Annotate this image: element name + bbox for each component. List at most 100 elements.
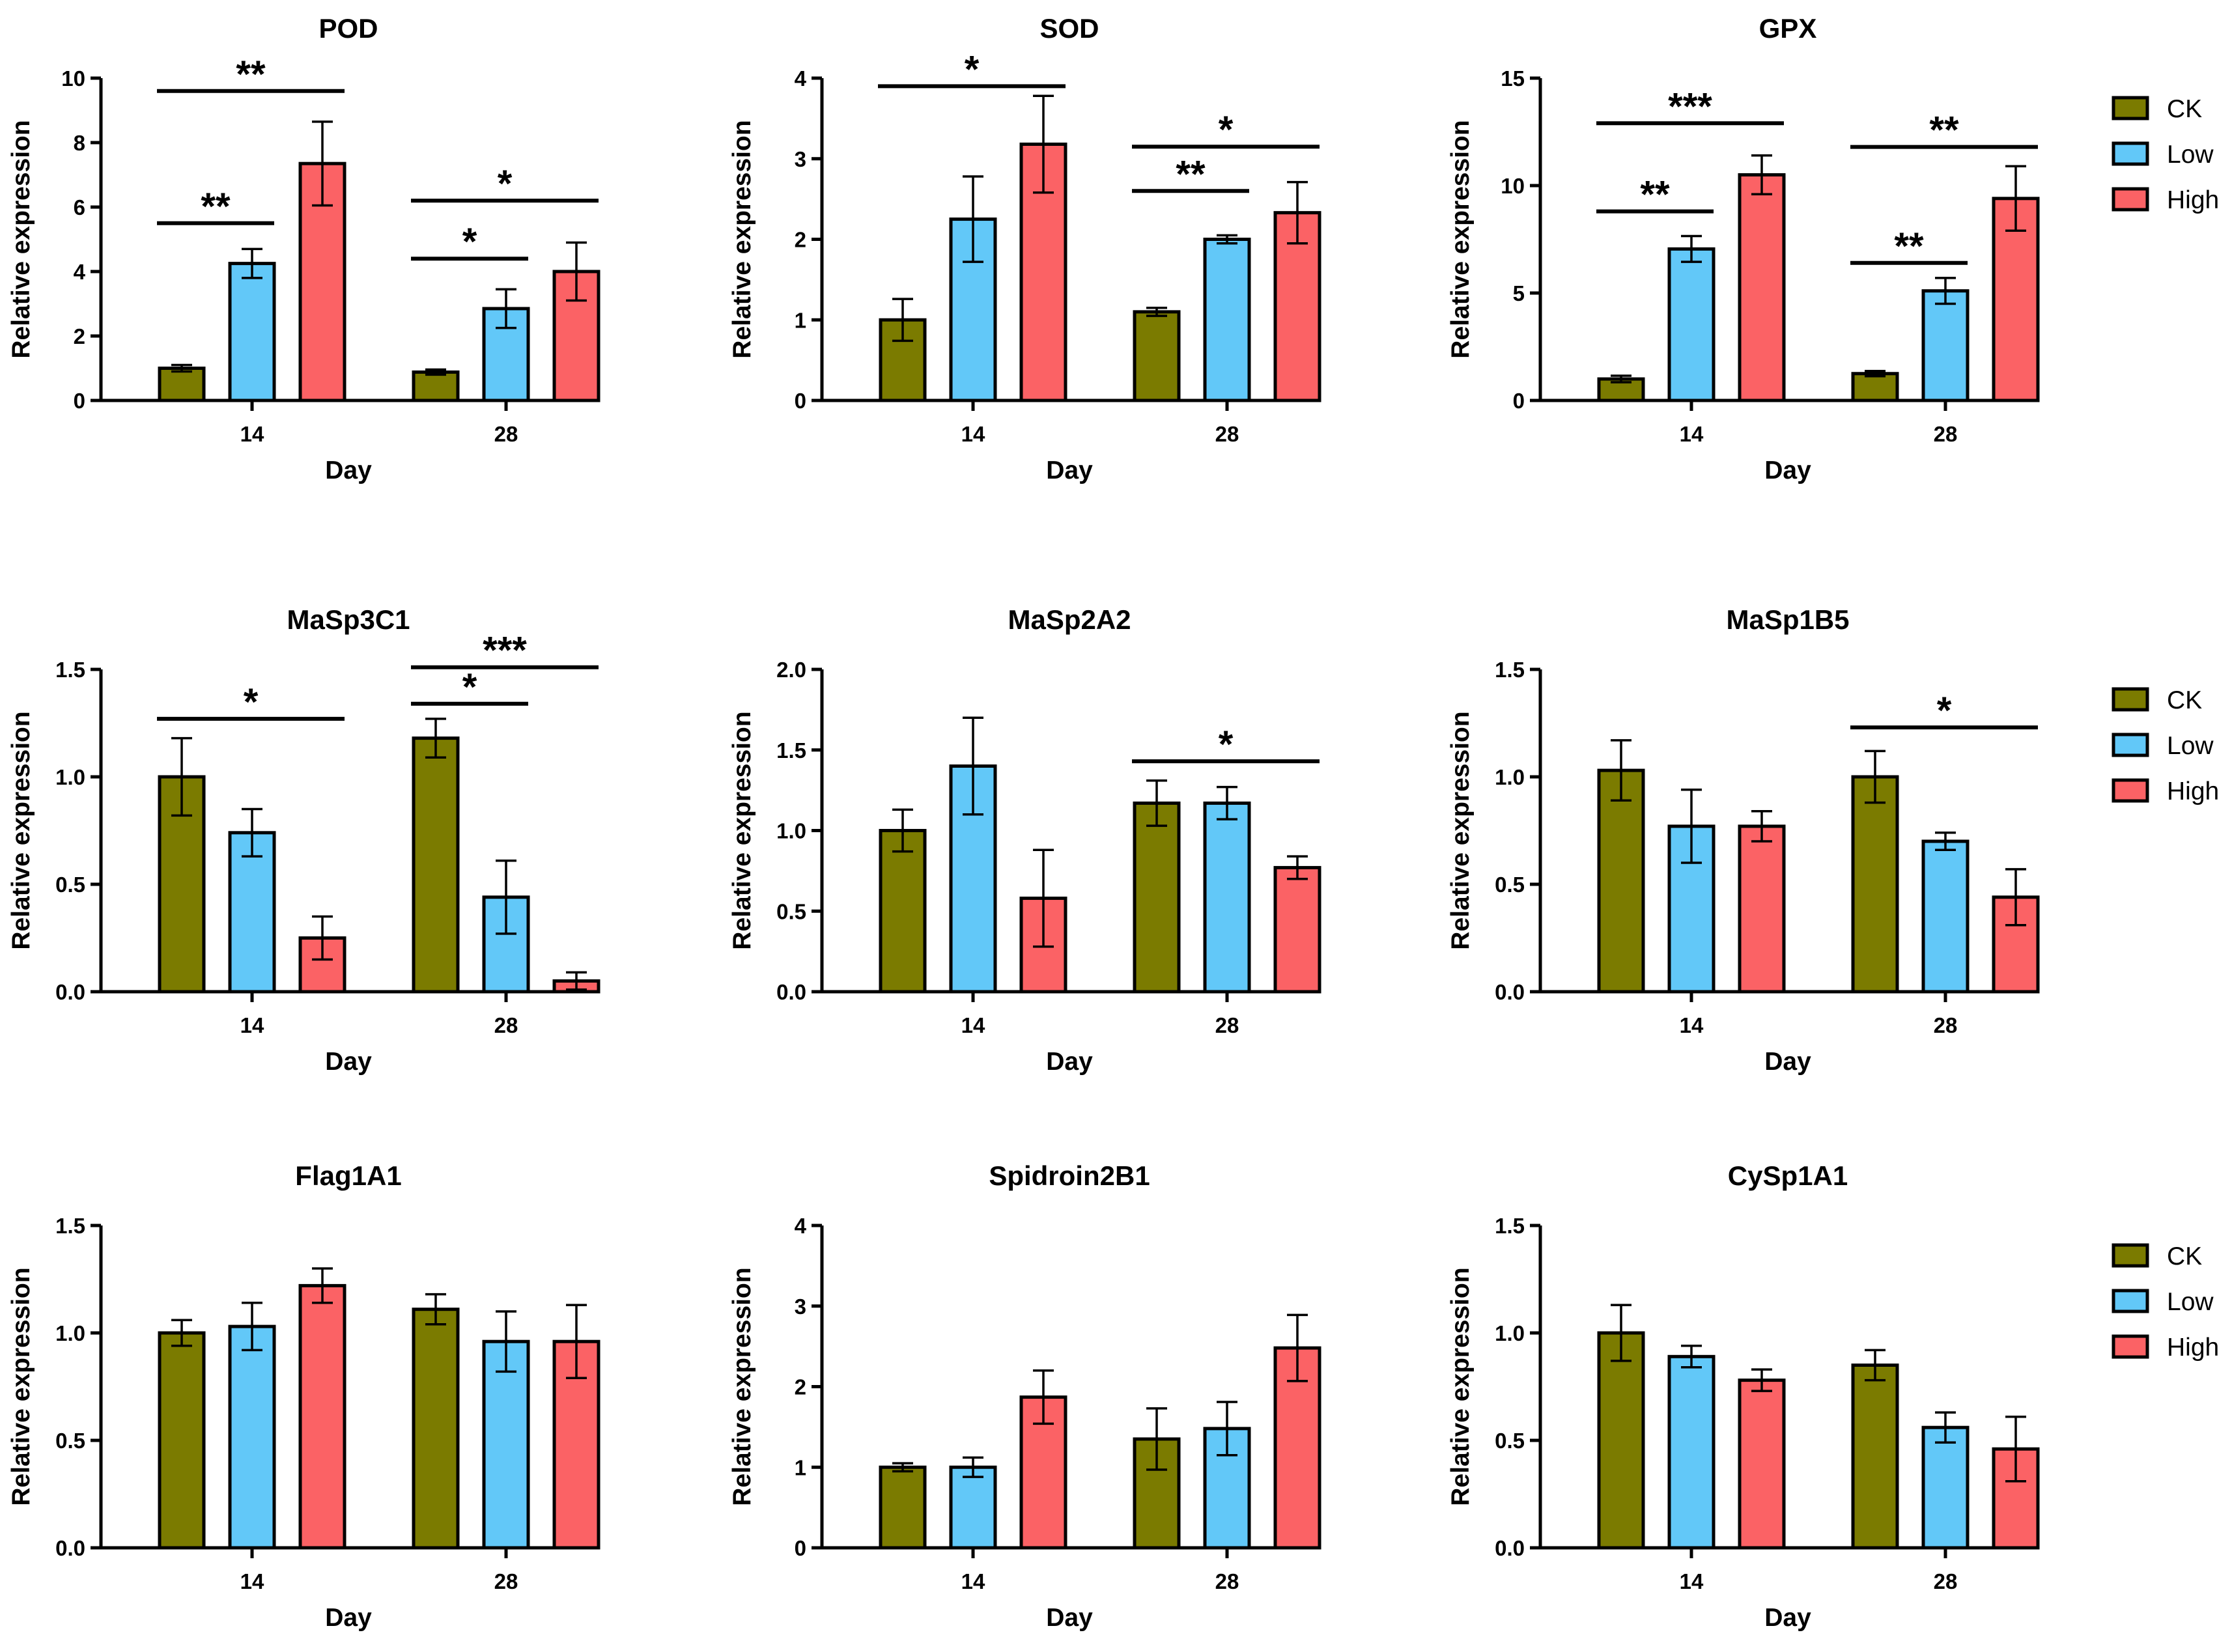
x-axis-label: Day: [325, 1048, 372, 1076]
significance-label: **: [1894, 225, 1924, 268]
x-tick-label: 14: [240, 422, 264, 446]
y-tick-label: 0: [74, 389, 85, 413]
y-tick-label: 1.5: [55, 1214, 85, 1238]
y-tick-label: 0: [795, 389, 806, 413]
chart-title: Spidroin2B1: [989, 1160, 1150, 1191]
y-axis-label: Relative expression: [728, 1267, 756, 1505]
legend-swatch-low: [2112, 141, 2149, 166]
significance-label: **: [1640, 174, 1670, 216]
y-tick-label: 10: [61, 66, 85, 91]
chart-title: Flag1A1: [295, 1160, 401, 1191]
y-tick-label: 0.0: [55, 980, 85, 1004]
legend-swatch-high: [2112, 778, 2149, 803]
y-tick-label: 0.5: [55, 873, 85, 897]
bar-low-day14: [228, 262, 276, 402]
chart-title: GPX: [1759, 13, 1817, 44]
x-tick-label: 28: [1215, 422, 1239, 446]
y-tick-label: 5: [1513, 281, 1525, 305]
x-tick-label: 28: [494, 1013, 518, 1037]
x-tick-label: 28: [494, 422, 518, 446]
y-tick-label: 1.0: [55, 1321, 85, 1345]
y-tick-label: 1.0: [55, 765, 85, 789]
x-tick-label: 14: [1680, 422, 1704, 446]
legend-swatch-ck: [2112, 1243, 2149, 1268]
bar-low-day28: [1921, 839, 1970, 994]
x-axis-label: Day: [1764, 1048, 1811, 1076]
y-axis-label: Relative expression: [7, 120, 35, 358]
bar-ck-day14: [158, 1331, 206, 1550]
legend-swatch-low: [2112, 1289, 2149, 1313]
x-axis-label: Day: [1046, 1048, 1093, 1076]
legend-swatch-low: [2112, 733, 2149, 757]
y-tick-label: 0.5: [1495, 1429, 1525, 1453]
chart-panel-masp3c1: MaSp3C1 0.0 0.5 1.0 1.5 Relative expression Da…: [7, 604, 600, 1076]
x-tick-label: 14: [961, 422, 985, 446]
y-axis-label: Relative expression: [728, 711, 756, 949]
bar-low-day14: [228, 1324, 276, 1550]
y-tick-label: 1: [795, 1455, 806, 1479]
y-tick-label: 2: [795, 228, 806, 252]
bar-ck-day28: [412, 370, 460, 402]
y-tick-label: 1: [795, 308, 806, 332]
significance-label: *: [462, 666, 477, 708]
legend-label-ck: CK: [2167, 1242, 2202, 1270]
bar-low-day14: [1667, 247, 1716, 402]
bar-low-day14: [228, 831, 276, 994]
x-tick-label: 28: [1215, 1569, 1239, 1593]
chart-title: CySp1A1: [1728, 1160, 1848, 1191]
y-axis-label: Relative expression: [7, 711, 35, 949]
bar-low-day14: [1667, 1354, 1716, 1550]
significance-label: *: [1219, 723, 1234, 766]
x-tick-label: 28: [1215, 1013, 1239, 1037]
chart-panel-spidroin2b1: Spidroin2B1 0 1 2 3 4 Relative expression Day 14…: [728, 1160, 1321, 1632]
significance-label: **: [201, 186, 231, 228]
legend-row-2: CK Low High: [2112, 686, 2219, 805]
bar-ck-day28: [1851, 1364, 1899, 1550]
y-tick-label: 1.5: [776, 738, 806, 763]
y-tick-label: 1.0: [1495, 1321, 1525, 1345]
x-tick-label: 28: [1934, 422, 1958, 446]
bar-high-day28: [552, 1339, 600, 1550]
bar-ck-day14: [158, 367, 206, 402]
bar-low-day14: [949, 1465, 997, 1550]
legend-swatch-ck: [2112, 687, 2149, 712]
bar-low-day28: [1203, 801, 1251, 994]
significance-label: **: [1929, 109, 1959, 152]
y-tick-label: 6: [74, 195, 85, 219]
y-tick-label: 1.5: [55, 658, 85, 682]
legend-swatch-high: [2112, 187, 2149, 212]
y-tick-label: 10: [1501, 174, 1525, 198]
y-axis-label: Relative expression: [1447, 120, 1475, 358]
significance-label: *: [1937, 690, 1952, 732]
bar-high-day14: [1738, 1379, 1786, 1550]
x-tick-label: 14: [240, 1013, 264, 1037]
y-tick-label: 1.5: [1495, 1214, 1525, 1238]
y-tick-label: 0.5: [1495, 873, 1525, 897]
bar-ck-day28: [1851, 372, 1899, 402]
legend-label-high: High: [2167, 777, 2219, 805]
y-tick-label: 15: [1501, 66, 1525, 91]
y-tick-label: 0.5: [55, 1429, 85, 1453]
bar-ck-day14: [879, 1465, 927, 1550]
y-tick-label: 1.0: [1495, 765, 1525, 789]
legend-label-ck: CK: [2167, 686, 2202, 714]
x-axis-label: Day: [1764, 1604, 1811, 1632]
bar-low-day28: [1921, 1425, 1970, 1550]
y-tick-label: 0: [795, 1536, 806, 1560]
x-tick-label: 14: [961, 1569, 985, 1593]
x-axis-label: Day: [1046, 1604, 1093, 1632]
legend-swatch-high: [2112, 1334, 2149, 1359]
x-tick-label: 28: [1934, 1013, 1958, 1037]
chart-title: POD: [318, 13, 378, 44]
y-tick-label: 8: [74, 131, 85, 155]
y-axis-label: Relative expression: [1447, 1267, 1475, 1505]
chart-title: MaSp3C1: [287, 604, 410, 635]
y-tick-label: 3: [795, 147, 806, 171]
y-tick-label: 0.5: [776, 899, 806, 923]
legend-label-low: Low: [2167, 141, 2214, 169]
x-tick-label: 28: [1934, 1569, 1958, 1593]
x-axis-label: Day: [1046, 456, 1093, 484]
legend-swatch-ck: [2112, 96, 2149, 120]
